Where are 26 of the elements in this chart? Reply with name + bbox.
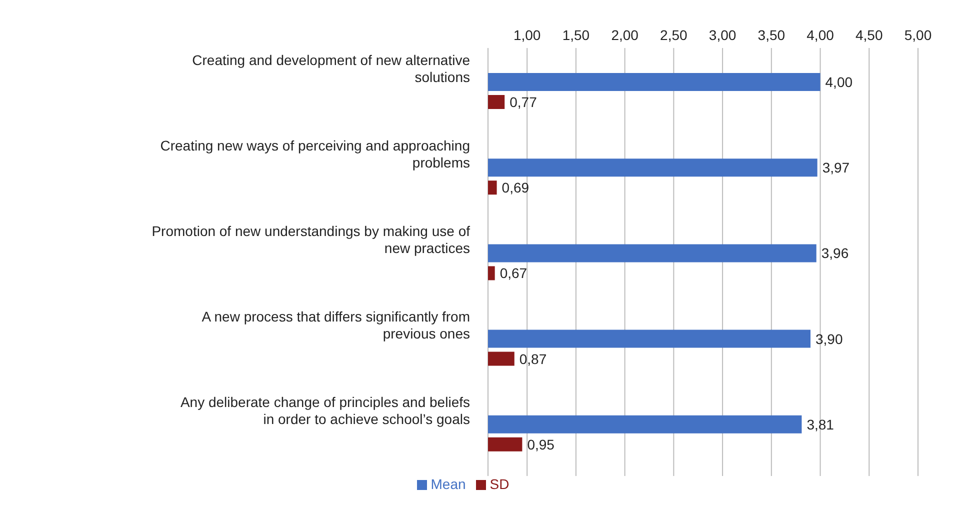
x-tick-label: 1,00 xyxy=(513,27,541,43)
y-tick-label: Creating new ways of perceiving and approaching problems xyxy=(160,137,470,170)
y-tick-label: A new process that differs significantly from previous ones xyxy=(202,308,470,342)
x-tick-label: 2,00 xyxy=(611,27,639,43)
data-label: 3,90 xyxy=(816,330,843,347)
y-tick-label: Any deliberate change of principles and beliefs in order to achieve school’s goals xyxy=(180,394,470,428)
legend-label: SD xyxy=(490,476,510,492)
data-label: 3,96 xyxy=(821,245,849,262)
data-label: 3,81 xyxy=(806,416,834,432)
data-label: 0,95 xyxy=(527,436,555,452)
x-tick-label: 2,50 xyxy=(660,27,688,43)
x-tick-label: 1,50 xyxy=(562,27,590,43)
x-tick-label: 3,50 xyxy=(758,27,786,43)
data-label: 4,00 xyxy=(825,74,853,90)
x-tick-label: 4,00 xyxy=(806,27,834,43)
data-label: 0,67 xyxy=(500,265,528,282)
data-label: 0,87 xyxy=(519,350,547,367)
x-tick-label: 5,00 xyxy=(904,27,932,43)
data-label: 3,97 xyxy=(822,160,850,176)
x-tick-label: 3,00 xyxy=(708,27,736,43)
y-tick-label: Creating and development of new alternative solutions xyxy=(192,52,470,85)
y-tick-label: Promotion of new understandings by making use of new practices xyxy=(152,223,470,256)
x-tick-label: 4,50 xyxy=(856,27,883,43)
legend-label: Mean xyxy=(430,476,466,492)
data-label: 0,69 xyxy=(502,180,530,196)
data-label: 0,77 xyxy=(510,94,538,110)
